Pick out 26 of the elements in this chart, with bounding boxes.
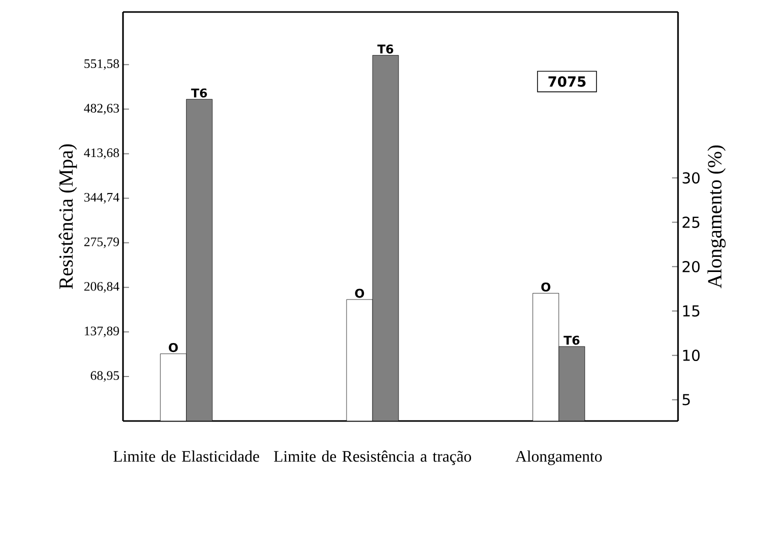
y2-tick-label: 5 [682, 394, 690, 406]
y-tick-label: 482,63 [84, 104, 119, 114]
series-label: O [541, 282, 550, 292]
series-label: O [168, 343, 178, 352]
y2-tick-label: 30 [682, 172, 700, 184]
y-tick-label: 206,84 [84, 282, 120, 293]
y-tick-label: 68,95 [90, 371, 119, 382]
y-tick-label: 551,58 [84, 59, 119, 70]
y-tick-label: 413,68 [84, 148, 119, 160]
y2-axis-title: Alongamento (%) [707, 145, 726, 288]
y-axis-title: Resistência (Mpa) [58, 144, 77, 289]
y-tick-label: 275,79 [84, 237, 119, 248]
y2-tick-label: 20 [682, 260, 700, 272]
text: T6 [191, 88, 207, 98]
series-label: T6 [377, 44, 394, 54]
x-tick-label: Limite de Elasticidade [113, 450, 260, 462]
y-tick-label: 344,74 [84, 192, 120, 204]
annotation: 7075 [548, 76, 586, 87]
x-tick-label: Limite de Resistência a tração [274, 450, 472, 466]
series-label: T6 [564, 336, 580, 345]
y2-tick-label: 25 [682, 216, 700, 228]
y-tick-label: 137,89 [84, 326, 119, 338]
y2-tick-label: 10 [683, 350, 700, 362]
y2-tick-label: 15 [683, 305, 700, 317]
text: O [355, 288, 364, 298]
x-tick-label: Alongamento [515, 450, 602, 466]
